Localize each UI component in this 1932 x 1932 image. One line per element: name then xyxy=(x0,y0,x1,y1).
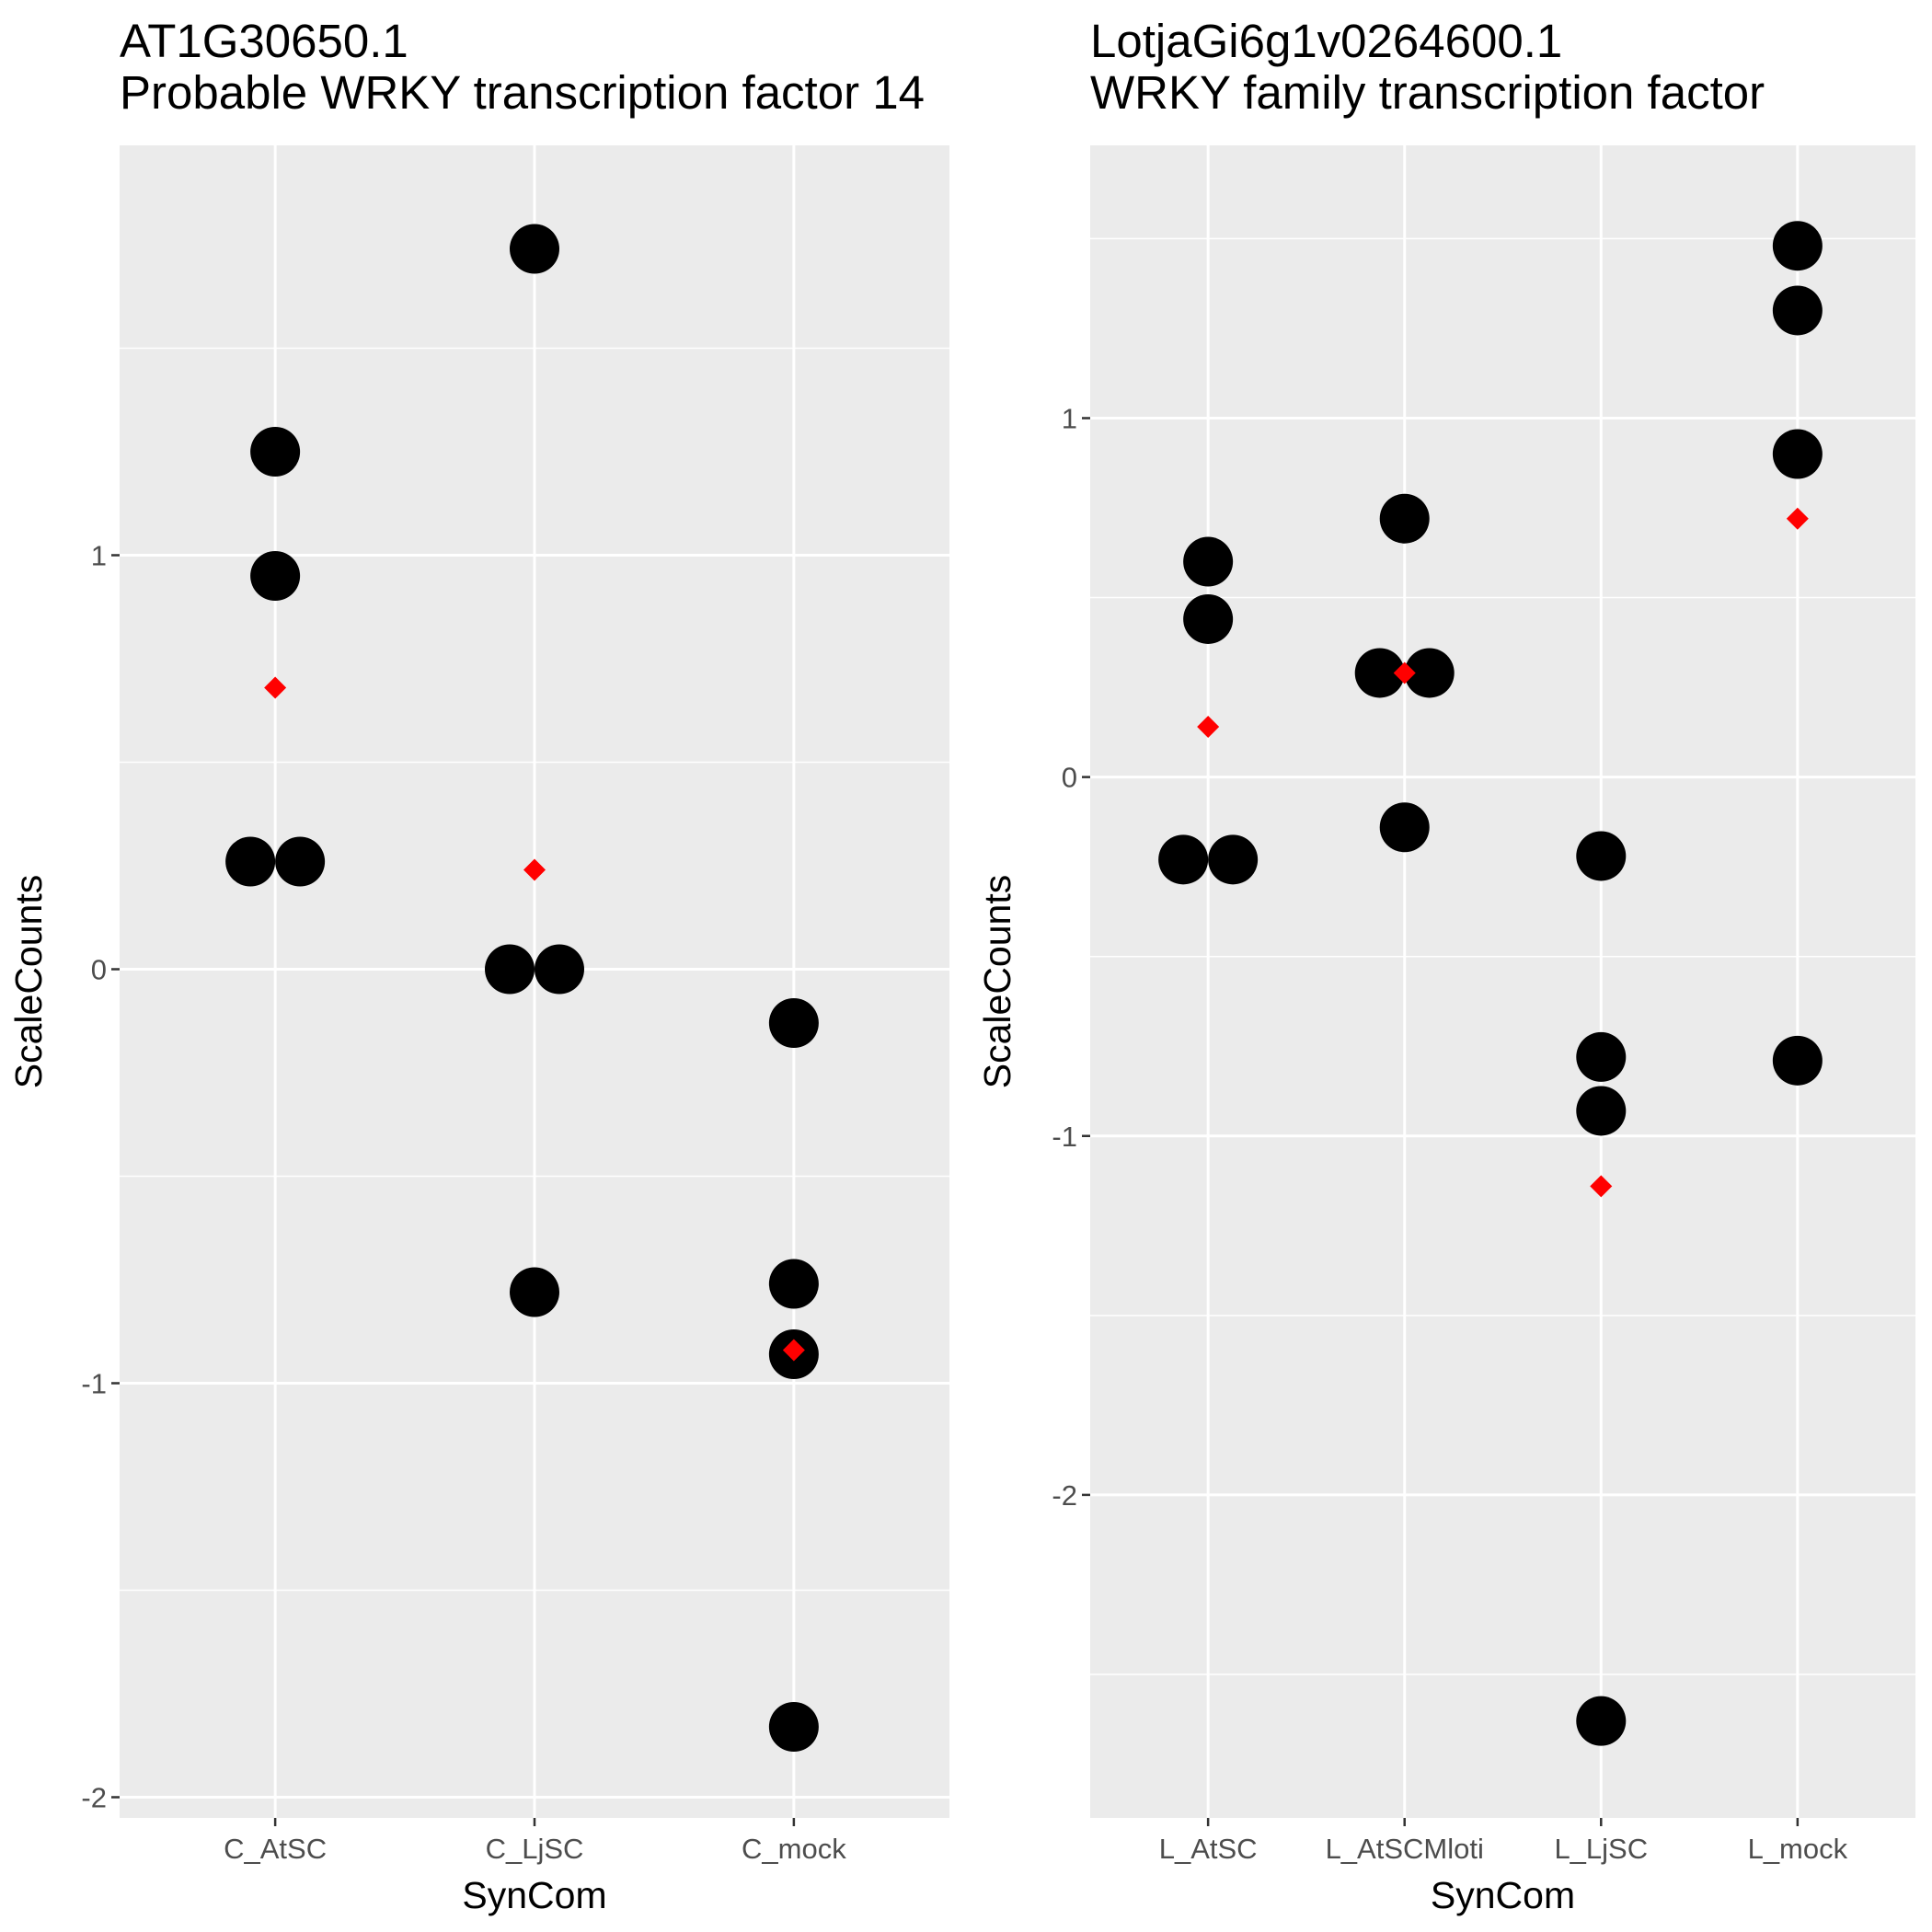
x-axis-title: SynCom xyxy=(1431,1874,1575,1916)
data-point xyxy=(768,1702,819,1752)
plot-panel xyxy=(1090,145,1915,1818)
data-point xyxy=(1576,831,1627,881)
y-tick-label: -1 xyxy=(1052,1121,1077,1153)
y-tick-label: -2 xyxy=(1052,1479,1077,1512)
data-point xyxy=(275,836,326,887)
y-tick-label: -1 xyxy=(81,1368,107,1400)
y-axis-title: ScaleCounts xyxy=(7,875,50,1088)
data-point xyxy=(1772,1035,1823,1086)
data-point xyxy=(250,427,301,477)
x-tick-label: L_AtSC xyxy=(1159,1833,1258,1865)
data-point xyxy=(1772,221,1823,271)
y-tick-label: 0 xyxy=(91,954,107,986)
data-point xyxy=(535,944,584,995)
mean-marker xyxy=(1786,507,1809,530)
data-point xyxy=(1183,593,1234,644)
x-tick-label: C_mock xyxy=(742,1833,846,1865)
data-point xyxy=(1576,1086,1627,1136)
data-point xyxy=(1183,536,1234,587)
data-point xyxy=(510,1267,559,1317)
data-point xyxy=(1576,1031,1627,1082)
x-tick-label: L_LjSC xyxy=(1554,1833,1648,1865)
mean-marker xyxy=(523,858,546,881)
data-point xyxy=(1576,1696,1627,1746)
data-point xyxy=(1354,648,1405,698)
data-point xyxy=(1379,493,1430,544)
data-point xyxy=(485,944,535,995)
x-axis-title: SynCom xyxy=(462,1874,606,1916)
y-tick-label: 1 xyxy=(1062,402,1077,434)
x-tick-label: C_AtSC xyxy=(224,1833,327,1865)
data-point xyxy=(768,1259,819,1309)
y-tick-label: 0 xyxy=(1062,762,1077,794)
chart-title: LotjaGi6g1v0264600.1 WRKY family transcri… xyxy=(1090,15,1765,119)
mean-marker xyxy=(1393,661,1416,684)
mean-marker xyxy=(1197,716,1220,739)
data-point xyxy=(225,836,276,887)
x-tick-label: L_AtSCMloti xyxy=(1326,1833,1484,1865)
data-point xyxy=(1772,285,1823,336)
data-point xyxy=(1379,802,1430,853)
mean-marker xyxy=(1590,1175,1613,1198)
data-point xyxy=(1158,834,1209,885)
chart-left: AT1G30650.1 Probable WRKY transcription f… xyxy=(7,15,949,1916)
y-tick-label: 1 xyxy=(91,540,107,572)
data-point xyxy=(250,551,301,601)
data-point xyxy=(1404,648,1455,698)
y-tick-label: -2 xyxy=(81,1782,107,1814)
x-tick-label: L_mock xyxy=(1748,1833,1848,1865)
data-point xyxy=(1208,834,1259,885)
chart-right: LotjaGi6g1v0264600.1 WRKY family transcri… xyxy=(976,15,1915,1916)
y-axis-title: ScaleCounts xyxy=(976,875,1018,1088)
chart-title: AT1G30650.1 Probable WRKY transcription f… xyxy=(120,15,925,119)
x-tick-label: C_LjSC xyxy=(486,1833,584,1865)
data-point xyxy=(1772,429,1823,479)
mean-marker xyxy=(264,676,287,699)
data-point xyxy=(768,998,819,1048)
data-point xyxy=(510,224,559,274)
mean-marker xyxy=(782,1339,805,1362)
